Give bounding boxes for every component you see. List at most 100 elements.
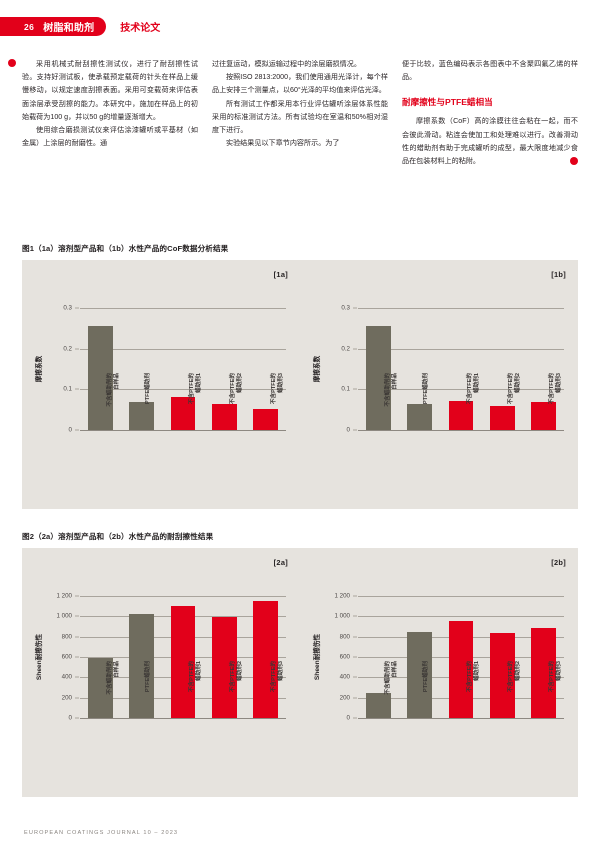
x-axis-category-label: 不含PTFE的 蜡助剂3 (271, 661, 284, 693)
x-axis-category-label: 不含PTFE的 蜡助剂2 (230, 661, 243, 693)
x-axis-line (358, 718, 564, 719)
x-axis-category-label: 不含PTFE的 蜡助剂2 (508, 373, 521, 405)
page-header: 26 树脂和助剂 技术论文 (0, 17, 160, 36)
header-section-tab: 26 树脂和助剂 (0, 17, 107, 36)
x-axis-category-label: 不含PTFE的 蜡助剂2 (230, 373, 243, 405)
bar (88, 658, 113, 718)
y-tickmark (353, 595, 357, 597)
bar (531, 628, 556, 718)
x-axis-category-label: PTFE蜡助剂 (422, 373, 429, 405)
article-body: ➤ 采用机械式耐刮擦性测试仪，进行了耐刮擦性试验。支持好测试板，使承载预定载荷的… (8, 58, 590, 168)
chart-panel-1a: [1a] 0 0.1 0.2 0.3 摩擦系数 不含蜡助剂的 白样品 PTFE蜡助剂 不含PTFE… (22, 260, 300, 509)
chart-panel-2a: [2a] 0 200 400 600 800 1 000 1 200 Sheen耐擦伤性 不含蜡助… (22, 548, 300, 797)
x-axis-category-label: 不含蜡助剂的 白样品 (106, 661, 120, 695)
panel-tag-1b: [1b] (551, 270, 566, 279)
y-tickmark (353, 429, 357, 431)
continue-arrow-icon: ➤ (570, 157, 589, 166)
bar (253, 408, 278, 430)
y-axis-tick-label: 200 (61, 694, 72, 702)
y-axis-tick-label: 1 000 (56, 612, 72, 620)
arrow-bullet-icon: ➤ (8, 59, 27, 67)
y-tickmark (75, 429, 79, 431)
figure-1-panels: [1a] 0 0.1 0.2 0.3 摩擦系数不含蜡助剂的 白样品 PTFE蜡助剂 不含PTFE… (22, 260, 578, 509)
y-axis-tick-label: 400 (61, 673, 72, 681)
y-axis-tick-label: 0 (346, 714, 350, 722)
x-axis-line (80, 718, 286, 719)
bar (211, 616, 237, 718)
x-axis-category-label: 不含PTFE的 蜡助剂1 (189, 661, 202, 693)
section-subheading: 耐摩擦性与PTFE蜡相当 (402, 97, 493, 108)
y-axis-tick-label: 0.3 (63, 304, 72, 312)
chart-panel-1b: [1b] 0 0.1 0.2 0.3 摩擦系数 不含蜡助剂的 白样品 PTFE蜡助剂 不含PTFE… (300, 260, 578, 509)
x-axis-category-label: PTFE蜡助剂 (422, 661, 429, 693)
y-tickmark (75, 307, 79, 309)
y-tickmark (353, 656, 357, 658)
text-column-2: 过往复运动，模拟运输过程中的涂层磨损情况。 按照ISO 2813:2000，我们… (212, 58, 388, 168)
bar (211, 404, 237, 430)
bar (170, 396, 196, 430)
gridline (80, 348, 286, 350)
y-axis-tick-label: 0 (346, 426, 350, 434)
y-axis-tick-label: 800 (61, 633, 72, 641)
y-tickmark (75, 348, 79, 350)
figure-1: 图1（1a）溶剂型产品和（1b）水性产品的CoF数据分析结果 [1a] 0 0.1 0… (22, 243, 578, 509)
bar (129, 614, 155, 718)
bar (366, 326, 391, 430)
y-axis-tick-label: 600 (339, 653, 350, 661)
figure-1-caption: 图1（1a）溶剂型产品和（1b）水性产品的CoF数据分析结果 (22, 244, 229, 253)
article-kicker: 技术论文 (120, 23, 161, 34)
text-column-1: ➤ 采用机械式耐刮擦性测试仪，进行了耐刮擦性试验。支持好测试板，使承载预定载荷的… (8, 58, 198, 168)
y-axis-label: Sheen耐擦伤性 (314, 633, 321, 681)
y-axis-tick-label: 600 (61, 653, 72, 661)
x-axis-category-label: 不含蜡助剂的 白样品 (384, 661, 398, 695)
y-tickmark (353, 615, 357, 617)
y-tickmark (75, 656, 79, 658)
y-axis-tick-label: 1 200 (56, 592, 72, 600)
bar (448, 621, 474, 718)
gridline (358, 616, 564, 618)
y-axis-tick-label: 0.2 (63, 345, 72, 353)
x-axis-category-label: 不含蜡助剂的 白样品 (106, 373, 120, 407)
page-number: 26 (24, 21, 35, 32)
y-axis-tick-label: 0.1 (341, 385, 350, 393)
y-tickmark (75, 636, 79, 638)
paragraph: 摩擦系数（CoF）高的涂膜往往会粘在一起，而不会彼此滑动。粘连会使加工和处理难以… (402, 117, 590, 166)
gridline (358, 596, 564, 597)
y-tickmark (75, 615, 79, 617)
y-axis-tick-label: 400 (339, 673, 350, 681)
x-axis-category-label: 不含PTFE的 蜡助剂2 (508, 661, 521, 693)
y-axis-tick-label: 200 (339, 694, 350, 702)
y-axis-tick-label: 0 (68, 426, 72, 434)
paragraph: 过往复运动，模拟运输过程中的涂层磨损情况。 (212, 60, 361, 68)
y-tickmark (75, 717, 79, 719)
y-tickmark (353, 697, 357, 699)
x-axis-category-label: 不含PTFE的 蜡助剂3 (549, 373, 562, 405)
paragraph: 实验结果见以下章节内容所示。为了 (226, 139, 340, 148)
bar (88, 326, 113, 430)
x-axis-category-label: 不含PTFE的 蜡助剂1 (189, 373, 202, 405)
figure-2: 图2（2a）溶剂型产品和（2b）水性产品的耐刮擦性结果 [2a] 0 200 400 6… (22, 531, 578, 797)
bar (407, 403, 433, 430)
y-axis-tick-label: 0.2 (341, 345, 350, 353)
panel-tag-1a: [1a] (273, 270, 288, 279)
y-tickmark (353, 307, 357, 309)
x-axis-category-label: PTFE蜡助剂 (144, 373, 151, 405)
y-axis-label: Sheen耐擦伤性 (36, 633, 43, 681)
bar (129, 401, 155, 430)
panel-tag-2b: [2b] (551, 558, 566, 567)
x-axis-category-label: 不含PTFE的 蜡助剂3 (271, 373, 284, 405)
y-tickmark (75, 595, 79, 597)
bar (489, 633, 515, 718)
y-axis-label: 摩擦系数 (36, 355, 43, 383)
paragraph: 便于比较，蓝色编码表示各图表中不含聚四氟乙烯的样品。 (402, 60, 578, 82)
page-footer: European Coatings Journal 10 – 2023 (24, 830, 179, 836)
figure-2-panels: [2a] 0 200 400 600 800 1 000 1 200 Sheen耐擦伤性 不含蜡助… (22, 548, 578, 797)
bar (448, 400, 474, 430)
y-tickmark (75, 388, 79, 390)
y-tickmark (75, 676, 79, 678)
y-axis-tick-label: 0 (68, 714, 72, 722)
gridline (80, 389, 286, 391)
paragraph: 所有测试工作都采用本行业评估罐听涂层体系性能采用的标准测试方法。所有试验均在室温… (212, 99, 388, 135)
y-axis-tick-label: 1 200 (334, 592, 350, 600)
y-tickmark (353, 388, 357, 390)
